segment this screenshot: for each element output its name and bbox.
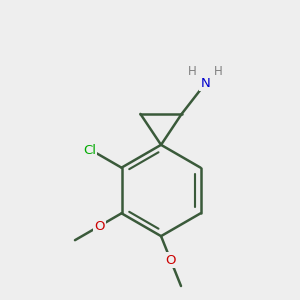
Text: H: H <box>214 65 223 78</box>
Text: Cl: Cl <box>83 144 96 157</box>
Text: O: O <box>94 220 104 233</box>
Text: O: O <box>165 254 176 266</box>
Text: H: H <box>188 65 196 78</box>
Text: N: N <box>200 77 210 90</box>
